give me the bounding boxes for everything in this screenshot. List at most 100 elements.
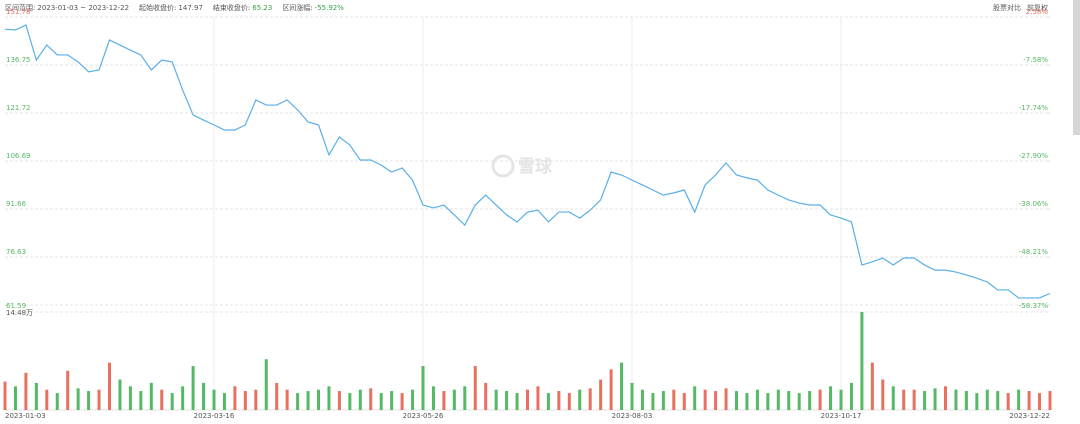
- y2-tick-label: -27.90%: [1019, 152, 1049, 160]
- volume-bar: [452, 389, 456, 410]
- x-tick-label: 2023-10-17: [821, 412, 862, 420]
- x-tick-label: 2023-08-03: [612, 412, 653, 420]
- volume-bar: [526, 389, 529, 410]
- volume-bar: [536, 386, 540, 410]
- volume-bar: [400, 393, 404, 410]
- volume-bar: [254, 389, 258, 410]
- volume-bar: [1017, 389, 1021, 410]
- volume-bar: [735, 391, 738, 410]
- y2-tick-label: -38.06%: [1019, 200, 1049, 208]
- volume-bar: [944, 386, 947, 410]
- volume-bar: [839, 389, 843, 410]
- volume-bar: [682, 393, 686, 410]
- x-tick-label: 2023-01-03: [5, 412, 46, 420]
- volume-bar: [212, 389, 216, 410]
- volume-bar: [870, 362, 874, 410]
- y-tick-label: 76.63: [6, 248, 26, 256]
- info-value: 147.97: [178, 4, 203, 12]
- volume-bar: [118, 379, 122, 410]
- volume-bar: [818, 389, 822, 410]
- info-label: 结束收盘价:: [213, 3, 250, 12]
- y2-tick-label: 2.58%: [1026, 8, 1049, 16]
- volume-bar: [546, 393, 550, 410]
- volume-bar: [222, 393, 226, 410]
- volume-bar: [24, 372, 28, 410]
- volume-bar: [202, 382, 206, 410]
- volume-bar: [578, 389, 582, 410]
- y-tick-label: 61.59: [6, 302, 26, 310]
- volume-bar: [55, 393, 59, 410]
- volume-bar: [139, 391, 143, 410]
- volume-bar: [128, 386, 132, 410]
- volume-bar: [306, 391, 310, 410]
- volume-bar: [755, 389, 759, 410]
- volume-bar: [505, 391, 509, 410]
- x-tick-label: 2023-12-22: [1009, 412, 1050, 420]
- volume-bar: [494, 389, 498, 410]
- volume-bar: [76, 388, 80, 410]
- volume-bar: [881, 379, 885, 410]
- volume-tick-label: 14.48万: [6, 309, 33, 317]
- volume-bar: [745, 393, 749, 410]
- volume-bar: [985, 389, 989, 410]
- volume-bar: [902, 389, 906, 410]
- volume-bar: [264, 359, 268, 410]
- volume-bar: [829, 386, 833, 410]
- volume-bar: [13, 386, 17, 410]
- volume-bar: [149, 382, 153, 410]
- volume-bar: [181, 386, 185, 410]
- y2-tick-label: -7.58%: [1023, 56, 1048, 64]
- volume-bar: [1038, 393, 1042, 410]
- toolbar-button[interactable]: 股票对比: [993, 3, 1021, 12]
- volume-bar: [557, 391, 561, 410]
- volume-bar: [599, 379, 603, 410]
- watermark: 雪球: [518, 157, 553, 177]
- volume-bar: [661, 391, 665, 410]
- volume-bar: [191, 366, 195, 410]
- volume-bar: [787, 391, 791, 410]
- volume-bar: [860, 312, 864, 410]
- volume-bar: [484, 382, 488, 410]
- x-tick-label: 2023-05-26: [403, 412, 444, 420]
- y2-tick-label: -17.74%: [1019, 104, 1049, 112]
- volume-bar: [693, 386, 697, 410]
- volume-bar: [348, 393, 352, 410]
- volume-bar: [651, 393, 655, 410]
- volume-bar: [285, 389, 289, 410]
- watermark-logo: [491, 154, 515, 178]
- y-tick-label: 91.66: [6, 200, 27, 208]
- info-value: -55.92%: [315, 4, 345, 12]
- volume-bar: [620, 362, 624, 410]
- toolbar-button[interactable]: 前复权: [1027, 3, 1048, 12]
- volume-bar: [515, 393, 519, 410]
- volume-bar: [463, 386, 467, 410]
- volume-bar: [108, 362, 111, 410]
- volume-bar: [170, 393, 174, 410]
- volume-bar: [912, 389, 916, 410]
- volume-bar: [358, 389, 362, 410]
- volume-bar: [766, 393, 770, 410]
- volume-bar: [34, 382, 38, 410]
- volume-bar: [66, 370, 70, 410]
- info-value: 2023-01-03 ~ 2023-12-22: [37, 4, 129, 12]
- volume-bar: [975, 393, 979, 410]
- volume-bar: [703, 389, 707, 410]
- volume-bar: [243, 391, 247, 410]
- volume-bar: [954, 389, 958, 410]
- volume-bar: [609, 369, 613, 410]
- volume-bar: [640, 389, 644, 410]
- y-tick-label: 151.78: [6, 8, 31, 16]
- price-line: [4, 24, 1051, 299]
- y-tick-label: 106.69: [6, 152, 31, 160]
- volume-bar: [431, 386, 435, 410]
- volume-bar: [797, 393, 801, 410]
- volume-bar: [275, 382, 279, 410]
- y2-tick-label: -48.21%: [1019, 248, 1049, 256]
- scrollbar: [1073, 0, 1080, 135]
- y-tick-label: 136.75: [6, 56, 31, 64]
- y2-tick-label: -58.37%: [1019, 302, 1049, 310]
- info-label: 起始收盘价:: [139, 3, 176, 12]
- volume-bar: [473, 366, 477, 410]
- volume-bar: [630, 382, 634, 410]
- volume-bar: [714, 391, 718, 410]
